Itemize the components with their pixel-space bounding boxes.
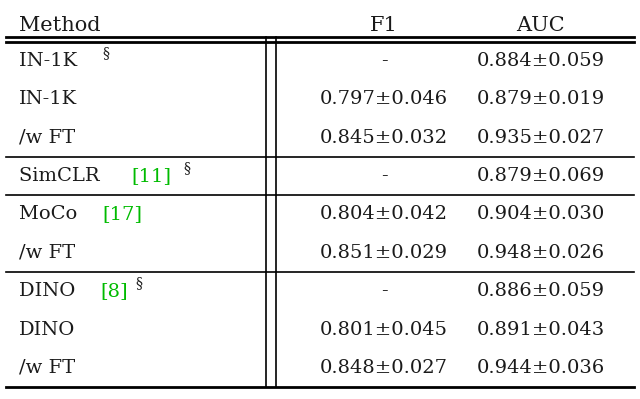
Text: -: - — [381, 52, 387, 70]
Text: -: - — [381, 167, 387, 185]
Text: /w FT: /w FT — [19, 244, 76, 262]
Text: 0.879±0.069: 0.879±0.069 — [477, 167, 605, 185]
Text: [11]: [11] — [131, 167, 172, 185]
Text: [8]: [8] — [100, 282, 127, 300]
Text: 0.851±0.029: 0.851±0.029 — [320, 244, 448, 262]
Text: AUC: AUC — [516, 16, 565, 36]
Text: Method: Method — [19, 16, 100, 36]
Text: 0.904±0.030: 0.904±0.030 — [477, 205, 605, 223]
Text: 0.884±0.059: 0.884±0.059 — [477, 52, 605, 70]
Text: 0.801±0.045: 0.801±0.045 — [320, 320, 448, 338]
Text: 0.804±0.042: 0.804±0.042 — [320, 205, 448, 223]
Text: /w FT: /w FT — [19, 359, 76, 377]
Text: -: - — [381, 282, 387, 300]
Text: §: § — [183, 161, 190, 175]
Text: 0.948±0.026: 0.948±0.026 — [477, 244, 605, 262]
Text: 0.944±0.036: 0.944±0.036 — [477, 359, 605, 377]
Text: DINO: DINO — [19, 320, 76, 338]
Text: 0.848±0.027: 0.848±0.027 — [320, 359, 448, 377]
Text: IN-1K: IN-1K — [19, 91, 77, 109]
Text: F1: F1 — [370, 16, 398, 36]
Text: 0.879±0.019: 0.879±0.019 — [477, 91, 605, 109]
Text: [17]: [17] — [102, 205, 143, 223]
Text: 0.845±0.032: 0.845±0.032 — [320, 129, 448, 147]
Text: 0.797±0.046: 0.797±0.046 — [320, 91, 448, 109]
Text: SimCLR: SimCLR — [19, 167, 106, 185]
Text: 0.886±0.059: 0.886±0.059 — [477, 282, 605, 300]
Text: §: § — [102, 45, 109, 59]
Text: DINO: DINO — [19, 282, 82, 300]
Text: 0.935±0.027: 0.935±0.027 — [477, 129, 605, 147]
Text: IN-1K: IN-1K — [19, 52, 84, 70]
Text: §: § — [136, 276, 143, 290]
Text: MoCo: MoCo — [19, 205, 84, 223]
Text: /w FT: /w FT — [19, 129, 76, 147]
Text: 0.891±0.043: 0.891±0.043 — [477, 320, 605, 338]
